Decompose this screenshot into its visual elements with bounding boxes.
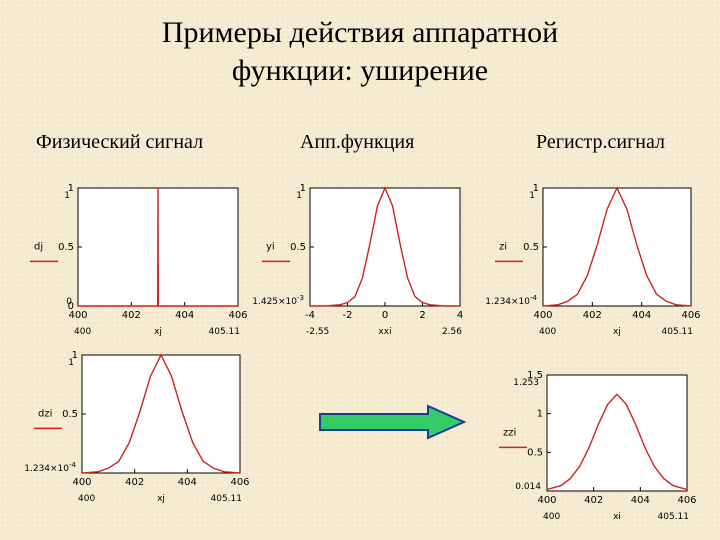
y-tick-label: 0.5 [62,409,78,420]
x-tick-label: 402 [122,310,141,321]
x-tick-label: 400 [537,495,556,506]
x-tick-label: 0 [382,310,388,321]
title-line-1: Примеры действия аппаратной [161,16,559,49]
x-axis-label: xi [613,512,621,522]
x-tick-label: 4 [457,310,463,321]
x-max-label: 405.11 [658,512,690,522]
x-tick-label: 400 [68,310,87,321]
x-min-label: 400 [543,512,560,522]
plot-frame [81,354,241,474]
x-tick-label: 406 [677,495,696,506]
x-axis-label: xj [157,494,165,504]
chart-physical2: 400 402 404 406 0.5 1 dzi 1 1.234×10-4 400 xj 405.1… [24,350,249,504]
x-tick-label: 400 [72,477,91,488]
y-min-exponent: -4 [69,461,77,469]
y-tick-label: 1 [537,409,543,420]
plot-frame [546,374,688,492]
x-min-label: 400 [78,494,95,504]
x-axis-label: xj [154,327,162,337]
y-axis-label: zi [499,241,507,252]
x-max-label: 405.11 [662,327,694,337]
x-tick-label: 406 [681,310,700,321]
x-tick-label: 404 [178,477,197,488]
curve-registered2 [546,393,688,491]
x-max-label: 405.11 [211,494,243,504]
y-max-label: 1 [64,191,70,201]
x-min-label: 400 [539,327,556,337]
plot-frame [542,187,692,307]
chart-registered2: 400 402 404 406 0.5 1 1.5 zzi 1.253 0.014 400 xi 405… [499,370,697,522]
y-min-label: 1.234×10-4 [485,294,537,307]
x-tick-label: 406 [228,310,247,321]
y-tick-label: 1 [68,183,74,194]
x-axis-label: xj [613,327,621,337]
x-tick-label: 404 [631,495,650,506]
arrow-right-icon [319,404,467,440]
y-axis-label: dj [34,241,43,252]
y-min-exponent: -4 [530,294,538,302]
y-axis-label: dzi [38,408,52,419]
title-line-2: функции: уширение [231,54,489,87]
y-tick-label: 1 [300,183,306,194]
y-axis-label: yi [266,241,275,252]
curve-apparatus [310,186,460,307]
y-min-label: 1.234×10-4 [24,461,76,474]
y-min-label: 1.425×10-3 [252,294,304,307]
y-tick-label: 1 [72,350,78,361]
y-min-exponent: -3 [297,294,304,302]
header-physical-signal: Физический сигнал [36,131,204,153]
x-max-label: 405.11 [209,327,241,337]
x-tick-label: 404 [632,310,651,321]
y-tick-label: 1.5 [527,370,543,381]
y-max-label: 1.253 [513,378,539,388]
chart-apparatus: -4 -2 0 2 4 0.5 1 yi 1 1.425×10-3 -2.55 xxi 2.56 [252,183,463,337]
x-min-label: -2.55 [306,327,329,337]
x-tick-label: -4 [305,310,315,321]
x-tick-label: 402 [125,477,144,488]
x-tick-label: 402 [584,495,603,506]
x-tick-label: 402 [583,310,602,321]
arrow-shape [319,404,467,440]
y-max-label: 1 [296,191,302,201]
header-apparatus-function: Апп.функция [300,131,415,153]
x-tick-label: 404 [175,310,194,321]
y-tick-label: 0.5 [58,242,74,253]
curve-physical2 [81,353,241,474]
y-tick-label: 0 [68,301,74,312]
x-max-label: 2.56 [442,327,462,337]
y-min-label: 0 [66,297,72,307]
y-tick-label: 0.5 [290,242,306,253]
x-axis-label: xxi [378,327,391,337]
y-max-label: 1 [529,191,535,201]
chart-registered1: 400 402 404 406 0.5 1 zi 1 1.234×10-4 400 xj 405.11 [485,183,700,337]
header-registered-signal: Регистр.сигнал [536,131,666,153]
curve-physical [78,187,238,307]
x-tick-label: 406 [230,477,249,488]
x-tick-label: 2 [419,310,425,321]
y-axis-label: zzi [503,427,516,438]
y-tick-label: 0.5 [527,447,543,458]
y-tick-label: 1 [533,183,539,194]
x-min-label: 400 [74,327,91,337]
x-tick-label: -2 [343,310,353,321]
y-tick-label: 0.5 [523,242,539,253]
y-min-label: 0.014 [515,482,541,492]
curve-registered1 [542,186,692,307]
slide-title: Примеры действия аппаратной функции: уши… [0,14,720,90]
x-tick-label: 400 [533,310,552,321]
plot-frame [309,187,461,307]
y-max-label: 1 [68,358,74,368]
